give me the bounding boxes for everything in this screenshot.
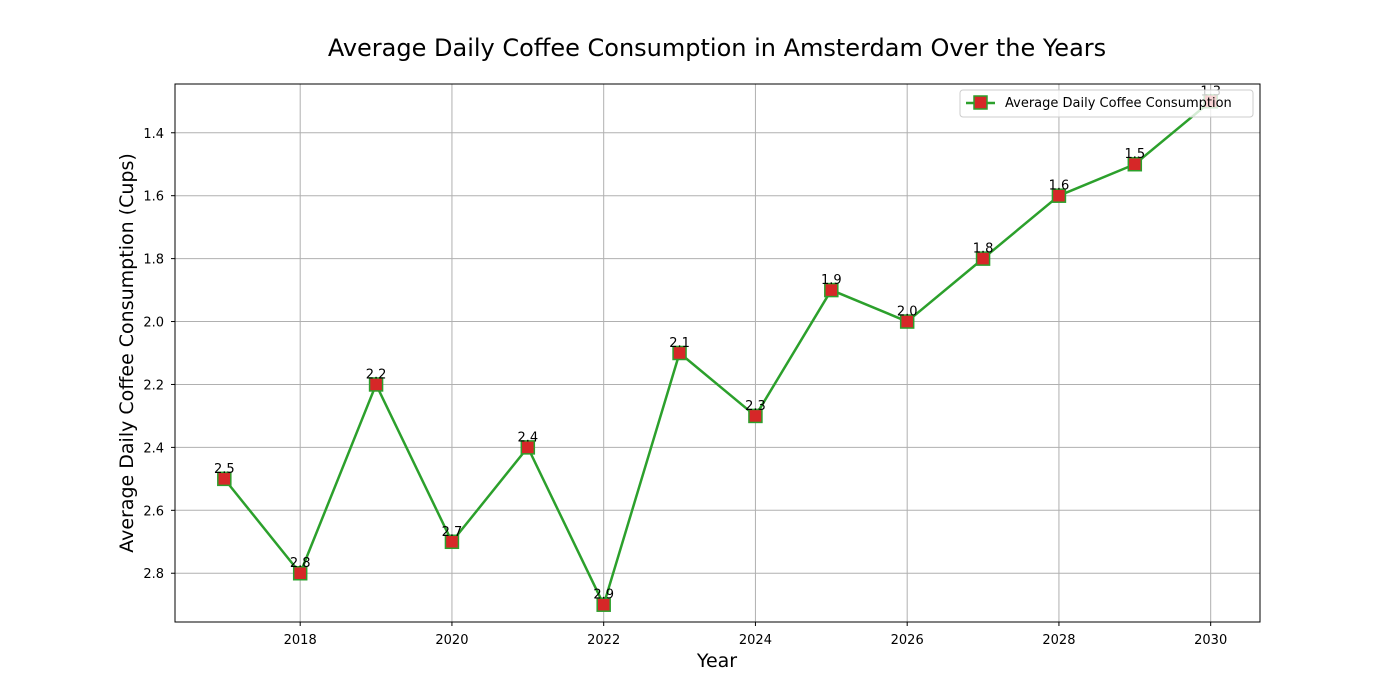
x-tick-label: 2024 <box>739 633 772 648</box>
data-point-marker <box>217 471 232 487</box>
y-tick-label: 2.0 <box>143 316 164 331</box>
data-label: 1.6 <box>1049 179 1070 194</box>
x-tick-label: 2018 <box>284 633 317 648</box>
data-point-marker <box>444 534 460 550</box>
data-label: 2.3 <box>745 399 766 414</box>
data-label: 2.1 <box>669 336 690 351</box>
data-label: 2.9 <box>593 588 614 603</box>
legend: Average Daily Coffee Consumption <box>959 89 1254 118</box>
data-point-marker <box>1127 156 1143 172</box>
data-point-marker <box>1051 188 1067 203</box>
data-point-marker <box>748 408 763 424</box>
data-point-marker <box>899 314 915 329</box>
x-tick-label: 2022 <box>587 633 620 648</box>
data-point-marker <box>292 565 308 581</box>
data-label: 2.4 <box>517 430 538 445</box>
legend-label: Average Daily Coffee Consumption <box>1005 96 1232 111</box>
data-point-marker <box>975 251 991 266</box>
data-label: 2.5 <box>214 462 235 477</box>
data-label: 1.9 <box>821 273 842 288</box>
data-label: 2.2 <box>366 367 387 382</box>
y-axis-label: Average Daily Coffee Consumption (Cups) <box>116 153 138 553</box>
y-tick-label: 2.2 <box>143 378 164 393</box>
data-labels: 2.52.82.22.72.42.92.12.31.92.01.81.61.51… <box>214 84 1221 602</box>
x-tick-label: 2030 <box>1194 633 1227 648</box>
plot-area <box>174 83 1261 623</box>
x-tick-label: 2026 <box>891 633 924 648</box>
data-point-marker <box>672 345 687 361</box>
data-label: 2.0 <box>897 305 918 320</box>
x-tick-label: 2020 <box>435 633 468 648</box>
chart-title: Average Daily Coffee Consumption in Amst… <box>328 34 1106 62</box>
y-tick-label: 1.6 <box>143 190 164 205</box>
data-point-marker <box>368 377 384 392</box>
series-average-daily-coffee-consumption <box>217 94 1218 612</box>
grid <box>175 84 1260 622</box>
x-tick-label: 2028 <box>1042 633 1075 648</box>
data-label: 1.8 <box>973 242 994 257</box>
y-tick-label: 2.8 <box>143 567 164 582</box>
data-label: 2.8 <box>290 556 311 571</box>
y-tick-label: 1.4 <box>143 127 164 142</box>
data-point-marker <box>520 440 536 455</box>
y-tick-label: 1.8 <box>143 253 164 268</box>
data-label: 1.5 <box>1124 147 1145 162</box>
data-label: 2.7 <box>442 525 463 540</box>
axis-ticks: 2018 2020 2022 2024 2026 2028 2030 1.4 1.6 1.8 2.0… <box>143 127 1227 648</box>
y-tick-label: 2.6 <box>143 504 164 519</box>
series-line <box>223 100 1212 606</box>
y-tick-label: 2.4 <box>143 441 164 456</box>
x-axis-label: Year <box>696 650 737 672</box>
data-point-marker <box>596 597 611 612</box>
legend-box <box>959 89 1254 118</box>
data-point-marker <box>824 282 839 298</box>
legend-marker-swatch <box>973 95 988 110</box>
